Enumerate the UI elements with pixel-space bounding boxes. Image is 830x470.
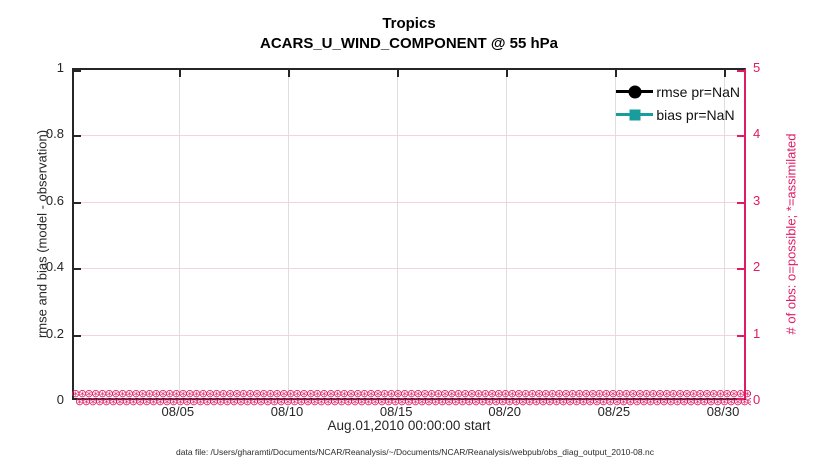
x-tick-label: 08/10 bbox=[270, 404, 304, 419]
x-axis-top-tick bbox=[179, 70, 181, 77]
obs-marker-row: ⊛⊛⊛⊛⊛⊛⊛⊛⊛⊛⊛⊛⊛⊛⊛⊛⊛⊛⊛⊛⊛⊛⊛⊛⊛⊛⊛⊛⊛⊛⊛⊛⊛⊛⊛⊛⊛⊛⊛⊛… bbox=[71, 390, 751, 400]
x-tick-label: 08/25 bbox=[597, 404, 631, 419]
plot-title: Tropics bbox=[382, 15, 436, 32]
left-y-tick-label: 0 bbox=[56, 392, 64, 407]
right-y-tick-label: 1 bbox=[753, 325, 761, 341]
legend-circle-marker bbox=[628, 85, 642, 98]
legend-line bbox=[616, 85, 654, 98]
left-axis-tick bbox=[74, 398, 81, 400]
legend: rmse pr=NaN bias pr=NaN bbox=[616, 80, 740, 126]
data-file-caption: data file: /Users/gharamti/Documents/NCA… bbox=[176, 447, 654, 457]
right-y-tick-label: 3 bbox=[753, 192, 761, 208]
x-tick-label: 08/20 bbox=[488, 404, 521, 419]
legend-label: rmse pr=NaN bbox=[656, 83, 740, 100]
right-axis-tick bbox=[737, 202, 744, 204]
right-y-tick-label: 0 bbox=[753, 392, 761, 407]
left-y-axis-label: rmse and bias (model - observation) bbox=[34, 129, 50, 339]
right-axis-tick bbox=[737, 135, 744, 137]
legend-square-marker bbox=[629, 109, 641, 120]
legend-entry: rmse pr=NaN bbox=[616, 80, 740, 103]
right-axis-tick bbox=[737, 398, 744, 400]
y-gridline bbox=[74, 335, 744, 336]
left-y-tick-label: 1 bbox=[56, 60, 64, 75]
right-y-axis-label: # of obs: o=possible; *=assimilated bbox=[783, 133, 799, 335]
right-y-tick-label: 5 bbox=[753, 60, 761, 75]
left-y-tick-label: 0.8 bbox=[45, 126, 64, 142]
left-y-tick-label: 0.4 bbox=[45, 259, 64, 275]
legend-line bbox=[616, 109, 654, 120]
x-tick-label: 08/30 bbox=[706, 404, 740, 419]
obs-marker-row: ⊛⊛⊛⊛⊛⊛⊛⊛⊛⊛⊛⊛⊛⊛⊛⊛⊛⊛⊛⊛⊛⊛⊛⊛⊛⊛⊛⊛⊛⊛⊛⊛⊛⊛⊛⊛⊛⊛⊛⊛… bbox=[75, 394, 751, 407]
right-axis-tick bbox=[737, 335, 744, 337]
x-axis-top-tick bbox=[724, 70, 726, 77]
y-gridline bbox=[74, 202, 744, 203]
x-gridline bbox=[724, 70, 725, 398]
x-axis-top-tick bbox=[506, 70, 508, 77]
left-axis-tick bbox=[74, 70, 81, 72]
left-axis-tick bbox=[74, 268, 81, 270]
left-axis-tick bbox=[74, 202, 81, 204]
right-y-tick-label: 2 bbox=[753, 259, 761, 275]
x-axis-top-tick bbox=[397, 70, 399, 77]
y-gridline bbox=[74, 135, 744, 136]
x-gridline bbox=[397, 70, 398, 398]
plot-subtitle: ACARS_U_WIND_COMPONENT @ 55 hPa bbox=[259, 35, 558, 52]
right-axis-tick bbox=[737, 70, 744, 72]
left-axis-tick bbox=[74, 135, 81, 137]
x-axis-top-tick bbox=[615, 70, 617, 77]
legend-label: bias pr=NaN bbox=[656, 106, 735, 123]
left-y-tick-label: 0.2 bbox=[45, 325, 64, 341]
legend-entry: bias pr=NaN bbox=[616, 103, 740, 126]
x-gridline bbox=[288, 70, 289, 398]
right-axis-tick bbox=[737, 268, 744, 270]
title-block: Tropics ACARS_U_WIND_COMPONENT @ 55 hPa bbox=[72, 14, 746, 54]
x-tick-label: 08/15 bbox=[379, 404, 413, 419]
x-axis-top-tick bbox=[288, 70, 290, 77]
x-axis-label: Aug.01,2010 00:00:00 start bbox=[327, 418, 491, 433]
left-y-tick-label: 0.6 bbox=[45, 192, 64, 208]
y-gridline bbox=[74, 268, 744, 269]
obs-count-marker-band: ⊛⊛⊛⊛⊛⊛⊛⊛⊛⊛⊛⊛⊛⊛⊛⊛⊛⊛⊛⊛⊛⊛⊛⊛⊛⊛⊛⊛⊛⊛⊛⊛⊛⊛⊛⊛⊛⊛⊛⊛… bbox=[71, 390, 751, 407]
x-gridline bbox=[179, 70, 180, 398]
x-gridline bbox=[506, 70, 507, 398]
x-gridline bbox=[615, 70, 616, 398]
plot-area: rmse pr=NaN bias pr=NaN ⊛⊛⊛⊛⊛⊛⊛⊛⊛⊛⊛⊛⊛⊛⊛⊛⊛… bbox=[71, 68, 751, 406]
right-y-tick-label: 4 bbox=[753, 126, 761, 142]
left-axis-tick bbox=[74, 335, 81, 337]
x-tick-label: 08/05 bbox=[161, 404, 195, 419]
